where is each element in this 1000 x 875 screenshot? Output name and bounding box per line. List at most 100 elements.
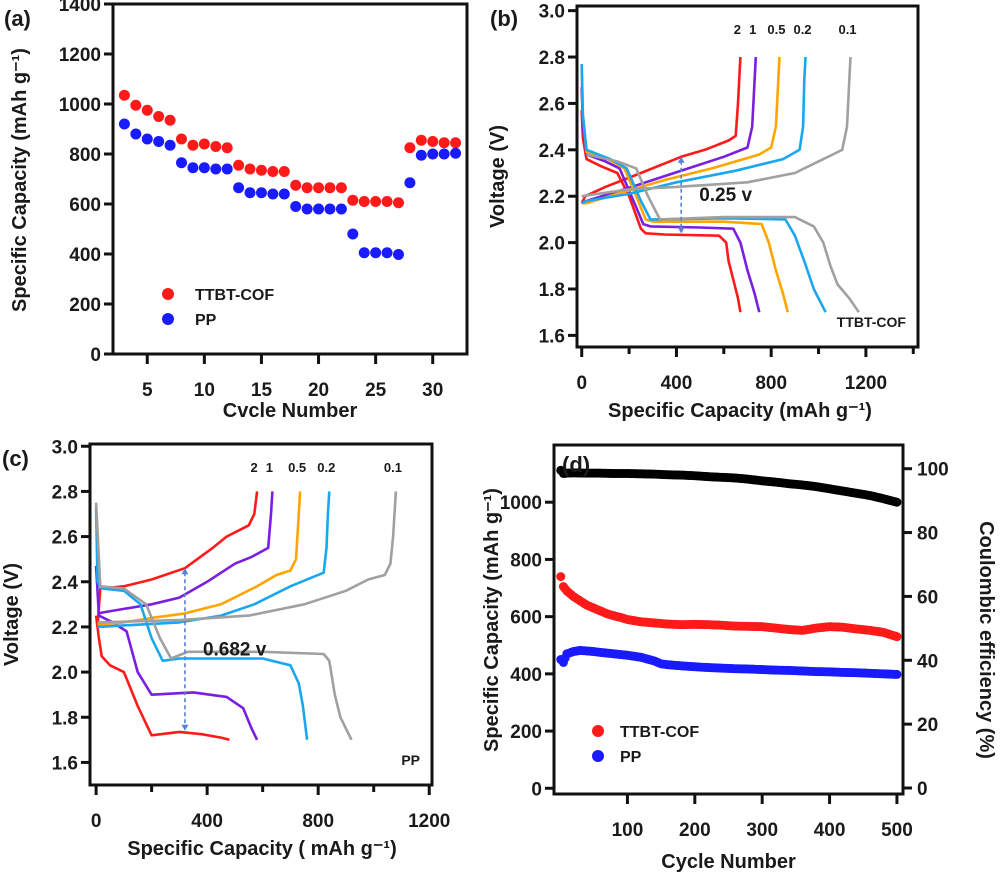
y-tick-label: 3.0 [539, 2, 565, 23]
y-tick-label: 0 [531, 779, 542, 800]
plot-frame-b [575, 4, 920, 349]
plot-frame-d [552, 443, 905, 796]
rate-label: 2 [250, 460, 257, 475]
x-tick-label: 800 [302, 811, 334, 832]
data-point [141, 133, 153, 145]
y-right-tick-label: 100 [917, 460, 949, 481]
data-point [404, 177, 416, 189]
y-right-tick-label: 80 [917, 524, 938, 545]
y-tick-label: 800 [510, 550, 542, 571]
data-point [358, 247, 370, 259]
data-point [370, 247, 382, 259]
data-point [381, 247, 393, 259]
y-tick-label: 1.8 [539, 280, 565, 301]
data-point [278, 188, 290, 200]
data-point [290, 179, 302, 191]
arrow-head-up-icon [677, 156, 685, 163]
y-tick-label: 400 [510, 665, 542, 686]
data-point [141, 104, 153, 116]
x-axis-title: Specific Capacity (mAh g⁻¹) [608, 400, 872, 422]
y-tick-label: 2.6 [539, 94, 565, 115]
y-tick-label: 200 [510, 722, 542, 743]
series-rate-2 [580, 56, 742, 313]
charge-curve [581, 56, 852, 198]
rate-label: 0.5 [288, 460, 306, 475]
x-tick-label: 25 [365, 380, 387, 401]
rate-label: 0.2 [317, 460, 335, 475]
y-tick-label: 200 [69, 295, 101, 316]
x-tick-label: 10 [194, 380, 215, 401]
legend-label: TTBT-COF [620, 724, 699, 741]
discharge-curve [580, 68, 790, 313]
legend-marker [162, 313, 174, 325]
y-tick-label: 2.2 [539, 187, 565, 208]
series-rate-0.5 [97, 491, 302, 626]
data-point [221, 142, 233, 154]
charge-curve [580, 56, 742, 204]
series-rate-0.2 [580, 56, 827, 313]
legend-marker [162, 288, 174, 300]
discharge-curve [580, 110, 742, 313]
y-tick-label: 1000 [59, 95, 101, 116]
y-axis-title: Coulombic efficiency (%) [975, 521, 997, 759]
panel-label: (a) [4, 6, 31, 31]
y-tick-label: 3.0 [52, 437, 78, 458]
series-pp [118, 118, 462, 260]
data-point [313, 203, 325, 215]
x-tick-label: 400 [191, 811, 223, 832]
data-point [450, 137, 462, 149]
series-rate-0.2 [94, 491, 331, 740]
data-point [892, 497, 902, 507]
data-point [358, 196, 370, 207]
data-point [427, 136, 439, 147]
data-point [427, 148, 439, 160]
x-axis-title: Cvcle Number [223, 400, 358, 422]
y-right-tick-label: 60 [917, 587, 938, 608]
x-tick-label: 400 [814, 820, 846, 841]
discharge-curve [94, 507, 309, 740]
sample-label: PP [401, 752, 420, 768]
x-tick-label: 500 [881, 820, 913, 841]
data-point [335, 203, 347, 215]
y-tick-label: 1.6 [539, 326, 565, 347]
data-point [198, 138, 210, 150]
data-point [164, 114, 176, 126]
series-rate-1 [94, 491, 274, 741]
y-tick-label: 0 [90, 345, 101, 366]
voltage-gap-annotation: 0.25 v [699, 185, 752, 206]
data-point [118, 89, 130, 101]
y-tick-label: 1200 [59, 45, 101, 66]
data-point [556, 572, 566, 582]
data-point [244, 187, 256, 199]
data-point [176, 157, 188, 169]
discharge-curve [586, 153, 860, 313]
panel-a: 0 200 400 600 800 1000 1200 1400 5 10 15 20 25 30 (a) C… [4, 0, 469, 422]
arrow-head-down-icon [181, 724, 189, 731]
sample-label: TTBT-COF [837, 314, 907, 330]
data-point [415, 134, 427, 146]
discharge-curve [94, 502, 353, 741]
y-tick-label: 400 [69, 245, 101, 266]
data-point [404, 142, 416, 154]
panel-label: (c) [2, 446, 29, 471]
y-tick-label: 2.2 [52, 618, 78, 639]
y-tick-label: 600 [69, 195, 101, 216]
y-axis-title: Specific Capacity (mAh g⁻¹) [481, 488, 503, 752]
data-point [392, 249, 404, 260]
arrow-head-up-icon [181, 568, 189, 575]
rate-label: 1 [266, 460, 273, 475]
y-right-tick-label: 20 [917, 715, 938, 736]
data-point [233, 182, 245, 194]
x-tick-label: 30 [422, 380, 443, 401]
y-axis-title: Specific Capacity (mAh g⁻¹) [9, 48, 31, 312]
rate-label: 0.2 [793, 22, 811, 37]
y-tick-label: 600 [510, 608, 542, 629]
data-point [153, 136, 165, 147]
data-point [187, 139, 199, 151]
y-tick-label: 2.8 [539, 48, 565, 69]
rate-label: 0.1 [384, 460, 402, 475]
data-point [892, 632, 902, 642]
x-axis-title: Cycle Number [661, 851, 796, 873]
data-point [438, 137, 450, 149]
